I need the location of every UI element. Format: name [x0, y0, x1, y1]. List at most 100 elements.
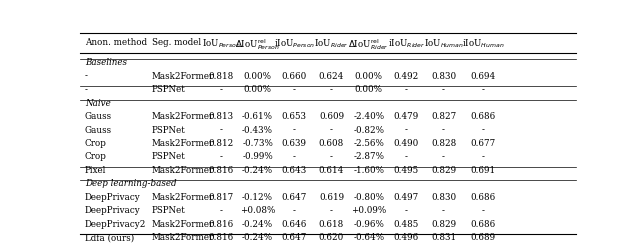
- Text: 0.812: 0.812: [209, 139, 234, 148]
- Text: 0.608: 0.608: [319, 139, 344, 148]
- Text: -0.24%: -0.24%: [242, 166, 273, 175]
- Text: 0.677: 0.677: [470, 139, 496, 148]
- Text: 0.624: 0.624: [319, 72, 344, 81]
- Text: -: -: [85, 85, 88, 94]
- Text: Baselines: Baselines: [85, 58, 127, 67]
- Text: -: -: [220, 85, 223, 94]
- Text: -0.73%: -0.73%: [242, 139, 273, 148]
- Text: -: -: [330, 206, 333, 215]
- Text: -0.24%: -0.24%: [242, 233, 273, 242]
- Text: DeepPrivacy2: DeepPrivacy2: [85, 220, 147, 229]
- Text: Gauss: Gauss: [85, 112, 112, 121]
- Text: 0.479: 0.479: [394, 112, 419, 121]
- Text: -0.80%: -0.80%: [353, 193, 384, 202]
- Text: +0.09%: +0.09%: [351, 206, 387, 215]
- Text: -: -: [482, 206, 484, 215]
- Text: -: -: [442, 126, 445, 135]
- Text: -: -: [220, 126, 223, 135]
- Text: -: -: [405, 85, 408, 94]
- Text: 0.609: 0.609: [319, 112, 344, 121]
- Text: -: -: [482, 152, 484, 161]
- Text: Mask2Former: Mask2Former: [152, 72, 214, 81]
- Text: PSPNet: PSPNet: [152, 152, 186, 161]
- Text: 0.829: 0.829: [431, 220, 456, 229]
- Text: Crop: Crop: [85, 152, 107, 161]
- Text: 0.691: 0.691: [470, 166, 496, 175]
- Text: -: -: [292, 85, 296, 94]
- Text: 0.686: 0.686: [470, 193, 496, 202]
- Text: 0.614: 0.614: [319, 166, 344, 175]
- Text: DeepPrivacy: DeepPrivacy: [85, 206, 141, 215]
- Text: 0.830: 0.830: [431, 72, 456, 81]
- Text: -: -: [292, 206, 296, 215]
- Text: 0.653: 0.653: [282, 112, 307, 121]
- Text: -2.56%: -2.56%: [353, 139, 384, 148]
- Text: 0.639: 0.639: [282, 139, 307, 148]
- Text: 0.490: 0.490: [394, 139, 419, 148]
- Text: IoU$_{\mathit{Human}}$: IoU$_{\mathit{Human}}$: [424, 38, 463, 50]
- Text: 0.647: 0.647: [282, 193, 307, 202]
- Text: -0.43%: -0.43%: [242, 126, 273, 135]
- Text: Mask2Former: Mask2Former: [152, 139, 214, 148]
- Text: 0.646: 0.646: [282, 220, 307, 229]
- Text: -: -: [482, 85, 484, 94]
- Text: 0.830: 0.830: [431, 193, 456, 202]
- Text: -: -: [405, 206, 408, 215]
- Text: 0.694: 0.694: [470, 72, 496, 81]
- Text: +0.08%: +0.08%: [240, 206, 275, 215]
- Text: 0.817: 0.817: [209, 193, 234, 202]
- Text: $\Delta$IoU$_{\mathit{Rider}}^{\rm rel}$: $\Delta$IoU$_{\mathit{Rider}}^{\rm rel}$: [348, 38, 389, 52]
- Text: 0.686: 0.686: [470, 220, 496, 229]
- Text: 0.618: 0.618: [319, 220, 344, 229]
- Text: -: -: [442, 152, 445, 161]
- Text: 0.00%: 0.00%: [355, 85, 383, 94]
- Text: -2.40%: -2.40%: [353, 112, 384, 121]
- Text: Naive: Naive: [85, 99, 111, 108]
- Text: -: -: [442, 206, 445, 215]
- Text: -1.60%: -1.60%: [353, 166, 384, 175]
- Text: 0.829: 0.829: [431, 166, 456, 175]
- Text: iIoU$_{\mathit{Human}}$: iIoU$_{\mathit{Human}}$: [462, 38, 504, 50]
- Text: Gauss: Gauss: [85, 126, 112, 135]
- Text: 0.496: 0.496: [394, 233, 419, 242]
- Text: Mask2Former: Mask2Former: [152, 112, 214, 121]
- Text: Pixel: Pixel: [85, 166, 106, 175]
- Text: 0.816: 0.816: [209, 166, 234, 175]
- Text: -0.64%: -0.64%: [353, 233, 384, 242]
- Text: -: -: [330, 152, 333, 161]
- Text: -0.82%: -0.82%: [353, 126, 384, 135]
- Text: 0.485: 0.485: [394, 220, 419, 229]
- Text: 0.620: 0.620: [319, 233, 344, 242]
- Text: 0.497: 0.497: [394, 193, 419, 202]
- Text: 0.495: 0.495: [394, 166, 419, 175]
- Text: 0.647: 0.647: [282, 233, 307, 242]
- Text: 0.813: 0.813: [209, 112, 234, 121]
- Text: Crop: Crop: [85, 139, 107, 148]
- Text: DeepPrivacy: DeepPrivacy: [85, 193, 141, 202]
- Text: Mask2Former: Mask2Former: [152, 233, 214, 242]
- Text: -: -: [292, 126, 296, 135]
- Text: 0.00%: 0.00%: [244, 85, 271, 94]
- Text: Mask2Former: Mask2Former: [152, 220, 214, 229]
- Text: 0.660: 0.660: [282, 72, 307, 81]
- Text: 0.827: 0.827: [431, 112, 456, 121]
- Text: IoU$_{\mathit{Person}}$: IoU$_{\mathit{Person}}$: [202, 38, 241, 50]
- Text: 0.816: 0.816: [209, 233, 234, 242]
- Text: -: -: [482, 126, 484, 135]
- Text: Deep learning-based: Deep learning-based: [85, 179, 177, 188]
- Text: -: -: [220, 206, 223, 215]
- Text: -: -: [330, 126, 333, 135]
- Text: -: -: [85, 72, 88, 81]
- Text: 0.00%: 0.00%: [244, 72, 271, 81]
- Text: 0.828: 0.828: [431, 139, 456, 148]
- Text: -0.61%: -0.61%: [242, 112, 273, 121]
- Text: 0.818: 0.818: [209, 72, 234, 81]
- Text: Mask2Former: Mask2Former: [152, 166, 214, 175]
- Text: iIoU$_{\mathit{Rider}}$: iIoU$_{\mathit{Rider}}$: [388, 38, 425, 50]
- Text: 0.816: 0.816: [209, 220, 234, 229]
- Text: -: -: [220, 152, 223, 161]
- Text: IoU$_{\mathit{Rider}}$: IoU$_{\mathit{Rider}}$: [314, 38, 349, 50]
- Text: iIoU$_{\mathit{Person}}$: iIoU$_{\mathit{Person}}$: [273, 38, 315, 50]
- Text: -0.24%: -0.24%: [242, 220, 273, 229]
- Text: -: -: [442, 85, 445, 94]
